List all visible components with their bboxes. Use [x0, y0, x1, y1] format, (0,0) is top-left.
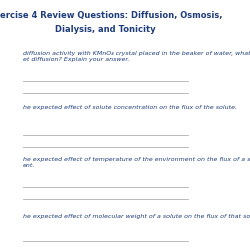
- Text: Dialysis, and Tonicity: Dialysis, and Tonicity: [55, 25, 156, 34]
- Text: he expected effect of molecular weight of a solute on the flux of that solute.: he expected effect of molecular weight o…: [23, 214, 250, 219]
- Text: diffusion activity with KMnO₄ crystal placed in the beaker of water, what was th: diffusion activity with KMnO₄ crystal pl…: [23, 51, 250, 62]
- Text: he expected effect of solute concentration on the flux of the solute.: he expected effect of solute concentrati…: [23, 105, 237, 110]
- Text: Exercise 4 Review Questions: Diffusion, Osmosis,: Exercise 4 Review Questions: Diffusion, …: [0, 11, 222, 20]
- Text: he expected effect of temperature of the environment on the flux of a solut
ent.: he expected effect of temperature of the…: [23, 157, 250, 168]
